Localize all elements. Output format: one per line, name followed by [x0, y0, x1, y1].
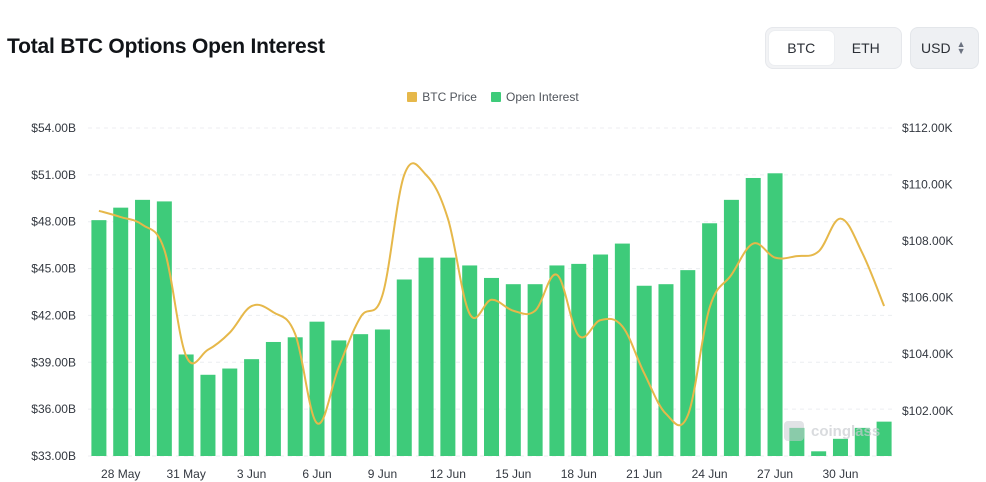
x-tick-label: 18 Jun: [561, 467, 597, 481]
y-right-tick-label: $102.00K: [902, 404, 953, 418]
open-interest-bar[interactable]: [156, 201, 172, 456]
x-tick-label: 30 Jun: [822, 467, 858, 481]
open-interest-bar[interactable]: [636, 285, 652, 456]
legend-swatch-open-interest: [490, 92, 501, 102]
eth-toggle-button[interactable]: ETH: [851, 40, 880, 56]
open-interest-bar[interactable]: [593, 254, 609, 456]
open-interest-bar[interactable]: [680, 270, 696, 456]
open-interest-bar[interactable]: [353, 334, 369, 456]
page-title: Total BTC Options Open Interest: [7, 35, 325, 58]
y-right-tick-label: $108.00K: [902, 234, 953, 248]
open-interest-bar[interactable]: [658, 284, 674, 456]
open-interest-bar[interactable]: [702, 223, 718, 456]
y-right-tick-label: $112.00K: [902, 121, 953, 135]
open-interest-bar[interactable]: [309, 321, 325, 456]
x-tick-label: 24 Jun: [692, 467, 728, 481]
legend-item-open-interest[interactable]: Open Interest: [490, 90, 579, 104]
y-left-tick-label: $48.00B: [31, 215, 76, 229]
btc-toggle-button[interactable]: BTC: [769, 31, 834, 65]
x-tick-label: 31 May: [166, 467, 205, 481]
open-interest-bar[interactable]: [527, 284, 543, 456]
y-left-tick-label: $39.00B: [31, 355, 76, 369]
legend-label-btc-price: BTC Price: [422, 90, 477, 104]
x-tick-label: 3 Jun: [237, 467, 266, 481]
open-interest-bar[interactable]: [571, 263, 587, 456]
y-left-tick-label: $36.00B: [31, 402, 76, 416]
currency-select-value: USD: [921, 40, 951, 56]
open-interest-bar[interactable]: [200, 374, 216, 456]
open-interest-bar[interactable]: [287, 337, 303, 456]
open-interest-bar[interactable]: [876, 421, 892, 456]
coinglass-watermark: coinglass: [784, 421, 880, 441]
open-interest-bar[interactable]: [723, 199, 739, 456]
open-interest-bar[interactable]: [374, 329, 390, 456]
open-interest-bar[interactable]: [135, 199, 151, 456]
open-interest-bar[interactable]: [614, 243, 630, 456]
btc-price-line[interactable]: [98, 162, 886, 427]
legend-label-open-interest: Open Interest: [505, 90, 579, 104]
chart-legend: BTC Price Open Interest: [0, 90, 986, 104]
open-interest-bar[interactable]: [832, 438, 848, 456]
open-interest-bar[interactable]: [462, 265, 478, 456]
open-interest-bar[interactable]: [440, 257, 456, 456]
y-right-tick-label: $104.00K: [902, 347, 953, 361]
x-tick-label: 15 Jun: [495, 467, 531, 481]
open-interest-bar[interactable]: [418, 257, 434, 456]
x-tick-label: 9 Jun: [368, 467, 397, 481]
open-interest-bar[interactable]: [767, 173, 783, 457]
x-tick-label: 21 Jun: [626, 467, 662, 481]
open-interest-bar[interactable]: [222, 368, 238, 456]
open-interest-bar[interactable]: [265, 341, 281, 456]
y-left-tick-label: $51.00B: [31, 168, 76, 182]
legend-item-btc-price[interactable]: BTC Price: [407, 90, 477, 104]
open-interest-bar[interactable]: [331, 340, 347, 456]
watermark-text: coinglass: [811, 423, 880, 440]
open-interest-bar[interactable]: [811, 451, 827, 456]
y-left-tick-label: $54.00B: [31, 121, 76, 135]
watermark-logo-icon: [784, 421, 804, 441]
open-interest-bar[interactable]: [178, 354, 194, 456]
open-interest-bar[interactable]: [745, 177, 761, 456]
open-interest-bar[interactable]: [396, 279, 412, 456]
open-interest-bar[interactable]: [505, 284, 521, 456]
y-left-tick-label: $42.00B: [31, 308, 76, 322]
y-right-tick-label: $106.00K: [902, 291, 953, 305]
open-interest-bar[interactable]: [91, 220, 107, 456]
asset-toggle: BTC ETH: [765, 27, 902, 69]
y-left-tick-label: $45.00B: [31, 262, 76, 276]
open-interest-bar[interactable]: [484, 277, 499, 456]
open-interest-bar[interactable]: [549, 265, 565, 456]
x-tick-label: 12 Jun: [430, 467, 466, 481]
open-interest-bar[interactable]: [244, 359, 260, 456]
chevron-up-down-icon: ▲ ▼: [956, 39, 966, 56]
open-interest-bar[interactable]: [854, 427, 870, 456]
currency-select[interactable]: USD ▲ ▼: [910, 27, 979, 69]
open-interest-bar[interactable]: [113, 207, 129, 456]
legend-swatch-btc-price: [407, 92, 418, 102]
y-left-tick-label: $33.00B: [31, 449, 76, 463]
y-right-tick-label: $110.00K: [902, 178, 953, 192]
x-tick-label: 27 Jun: [757, 467, 793, 481]
x-tick-label: 28 May: [101, 467, 140, 481]
x-tick-label: 6 Jun: [302, 467, 331, 481]
